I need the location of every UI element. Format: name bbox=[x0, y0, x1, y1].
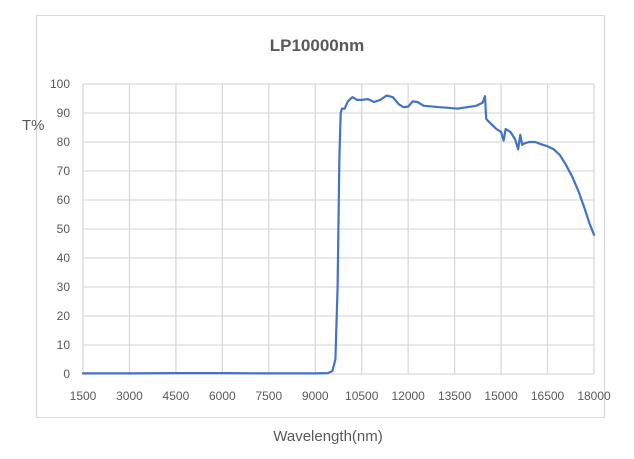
y-tick-label: 90 bbox=[57, 106, 71, 120]
x-tick-label: 16500 bbox=[531, 389, 565, 403]
y-tick-label: 10 bbox=[57, 338, 71, 352]
x-tick-label: 6000 bbox=[209, 389, 236, 403]
x-tick-label: 3000 bbox=[116, 389, 143, 403]
x-tick-label: 7500 bbox=[255, 389, 282, 403]
y-tick-label: 70 bbox=[57, 164, 71, 178]
x-tick-label: 9000 bbox=[302, 389, 329, 403]
transmission-line bbox=[81, 94, 596, 375]
x-axis-label: Wavelength(nm) bbox=[273, 428, 383, 445]
y-tick-label: 100 bbox=[50, 77, 70, 91]
x-tick-label: 13500 bbox=[438, 389, 472, 403]
y-tick-label: 40 bbox=[57, 251, 71, 265]
y-tick-label: 50 bbox=[57, 222, 71, 236]
y-tick-label: 20 bbox=[57, 309, 71, 323]
x-tick-label: 12000 bbox=[391, 389, 425, 403]
y-tick-label: 30 bbox=[57, 280, 71, 294]
y-tick-label: 60 bbox=[57, 193, 71, 207]
x-tick-label: 18000 bbox=[577, 389, 611, 403]
x-tick-label: 10500 bbox=[345, 389, 379, 403]
y-tick-label: 0 bbox=[63, 367, 70, 381]
x-tick-label: 15000 bbox=[484, 389, 518, 403]
y-axis-label: T% bbox=[22, 117, 45, 134]
x-axis-ticks: 1500 3000 4500 6000 7500 9000 10500 12000 13500 1… bbox=[70, 389, 611, 403]
x-tick-label: 1500 bbox=[70, 389, 97, 403]
x-tick-label: 4500 bbox=[163, 389, 190, 403]
y-axis-ticks: 0 10 20 30 40 50 60 70 80 90 100 bbox=[50, 77, 70, 381]
chart-frame bbox=[36, 15, 605, 418]
chart-title: LP10000nm bbox=[269, 36, 365, 55]
y-tick-label: 80 bbox=[57, 135, 71, 149]
